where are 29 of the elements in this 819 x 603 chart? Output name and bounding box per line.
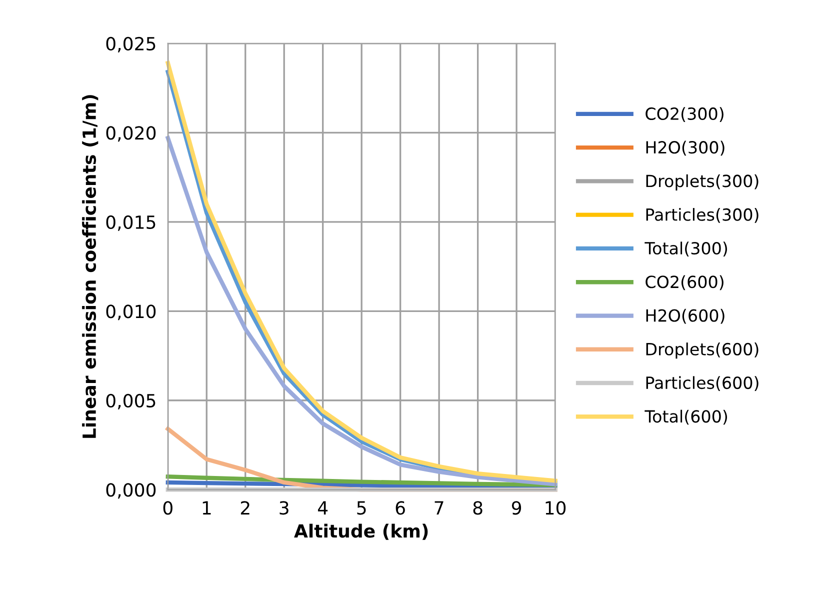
x-tick-label: 10: [546, 501, 566, 515]
legend-label: Droplets(600): [646, 342, 758, 359]
legend-label: Droplets(300): [646, 174, 758, 191]
legend-label: CO2(600): [646, 275, 724, 290]
y-tick-label: 0,025: [106, 36, 156, 52]
x-tick-label: 9: [512, 501, 522, 515]
x-tick-label: 5: [357, 501, 366, 515]
x-tick-label: 2: [240, 501, 250, 514]
y-tick-label: 0,020: [106, 126, 156, 142]
legend-label: CO2(300): [646, 107, 724, 122]
y-tick-label: 0,015: [106, 215, 156, 231]
x-tick-label: 4: [318, 501, 328, 514]
legend-label: H2O(600): [646, 308, 724, 324]
legend-label: Total(300): [644, 242, 728, 257]
legend-label: Particles(600): [646, 376, 758, 392]
y-tick-label: 0,005: [106, 394, 156, 410]
x-tick-label: 0: [163, 501, 172, 515]
legend-label: H2O(300): [646, 140, 724, 156]
x-tick-label: 3: [280, 501, 288, 515]
x-tick-label: 6: [396, 501, 405, 515]
x-tick-label: 7: [434, 501, 444, 514]
legend-label: Total(600): [644, 410, 728, 425]
x-tick-label: 1: [202, 501, 211, 514]
legend-label: Particles(300): [646, 208, 758, 223]
y-tick-label: 0,010: [106, 304, 156, 320]
y-tick-label: 0,000: [106, 483, 156, 499]
y-axis-title: Linear emission coefficients (1/m): [82, 95, 98, 438]
x-axis-title: Altitude (km): [294, 524, 428, 540]
x-tick-label: 8: [473, 501, 482, 515]
